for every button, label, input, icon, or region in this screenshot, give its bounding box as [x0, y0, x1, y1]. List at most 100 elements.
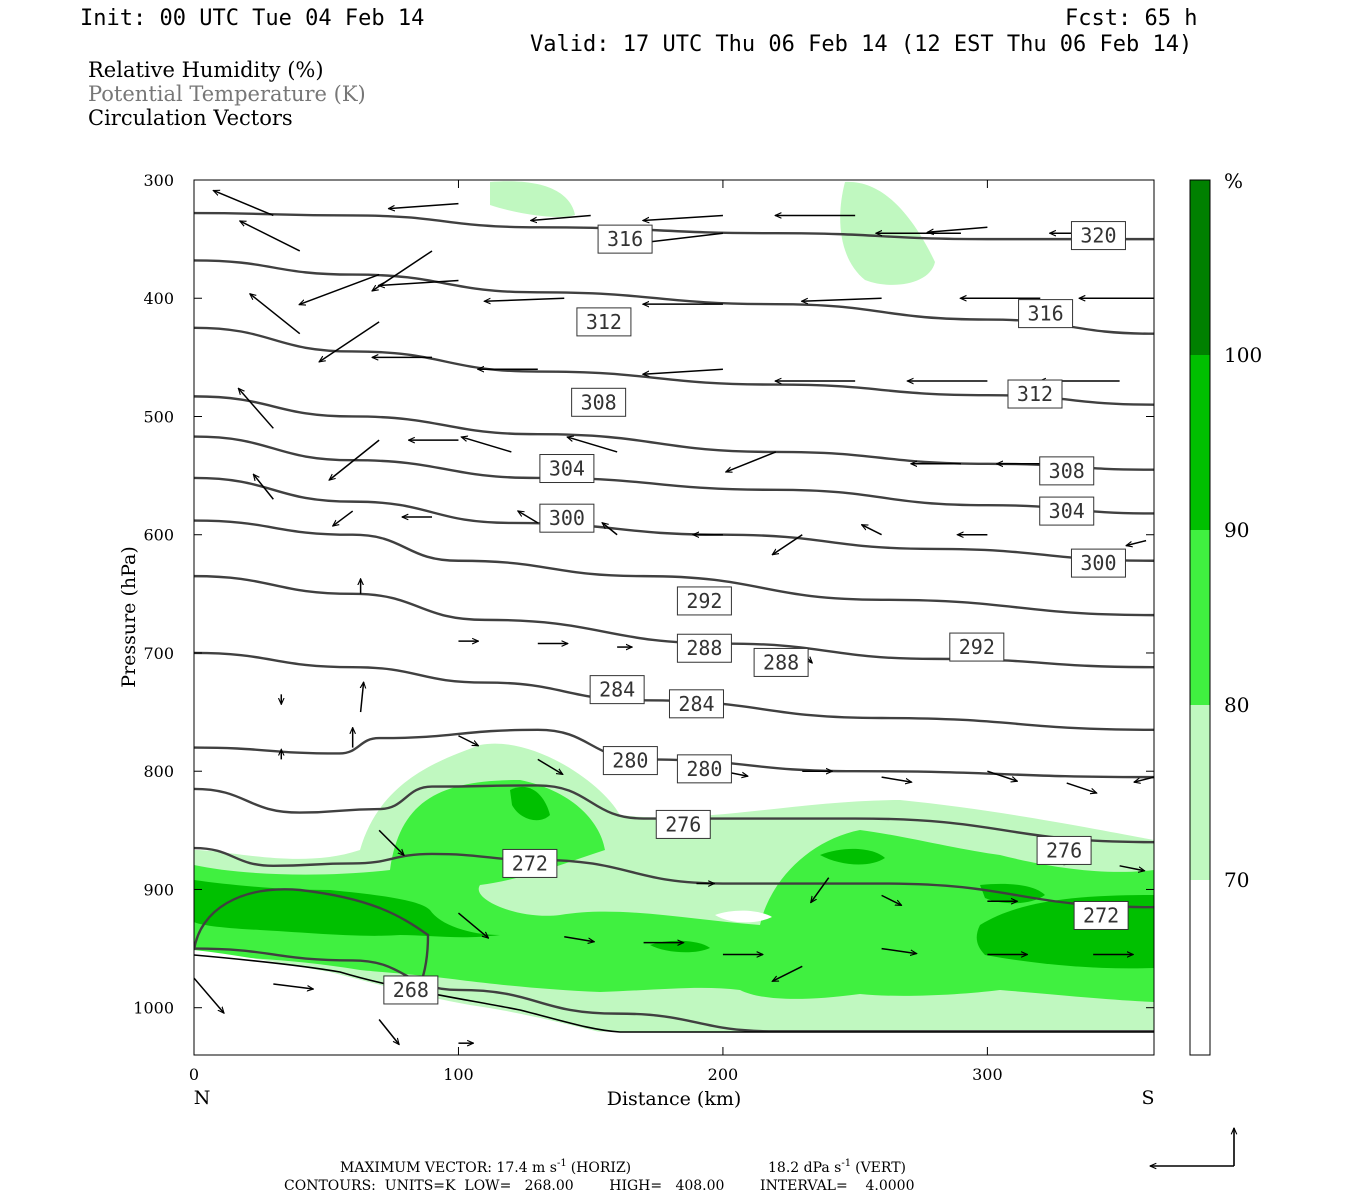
- contour-label: 272: [502, 848, 558, 878]
- svg-text:276: 276: [1046, 838, 1082, 862]
- colorbar-band-100plus: [1190, 180, 1210, 355]
- circulation-vector: [1066, 782, 1097, 793]
- rh-80-region: [194, 780, 1154, 1002]
- colorbar-band-90-100: [1190, 355, 1210, 530]
- svg-text:320: 320: [1080, 224, 1116, 248]
- svg-text:268: 268: [393, 978, 429, 1002]
- circulation-vector: [881, 776, 912, 782]
- circulation-vector: [378, 279, 459, 286]
- x-tick-label: 300: [972, 1065, 1003, 1084]
- y-tick-label: 900: [143, 880, 174, 899]
- contour-label: 320: [1070, 221, 1126, 251]
- circulation-vector: [1134, 776, 1154, 782]
- circulation-vector: [1119, 865, 1145, 871]
- x-left-end-label: N: [194, 1087, 211, 1109]
- circulation-vector: [329, 439, 380, 480]
- contour-label: 316: [1018, 299, 1074, 329]
- contour-label: 308: [571, 387, 627, 417]
- circulation-vector: [537, 758, 563, 774]
- contour-label: 300: [1070, 548, 1126, 578]
- contour-label: 272: [1073, 900, 1129, 930]
- svg-text:316: 316: [1028, 302, 1064, 326]
- rh-no-data-below-ground: [194, 950, 1154, 1055]
- y-tick-label: 600: [143, 526, 174, 545]
- contour-label: 276: [1036, 835, 1092, 865]
- svg-text:272: 272: [512, 851, 548, 875]
- svg-text:288: 288: [763, 650, 799, 674]
- max-vector-line: MAXIMUM VECTOR: 17.4 m s-1 (HORIZ) 18.2 dP…: [340, 1158, 906, 1176]
- circulation-vector: [458, 735, 478, 747]
- circulation-vector: [250, 294, 301, 335]
- circulation-vector: [531, 214, 591, 220]
- theta-contour-300: [194, 476, 1154, 562]
- circulation-vector: [802, 297, 882, 301]
- svg-text:280: 280: [612, 749, 648, 773]
- y-axis-label: Pressure (hPa): [118, 546, 140, 688]
- circulation-vector: [484, 297, 565, 301]
- circulation-vector: [319, 321, 380, 362]
- contour-label: 304: [1039, 496, 1095, 526]
- circulation-vector: [927, 226, 988, 232]
- svg-text:308: 308: [581, 390, 617, 414]
- circulation-vector: [238, 388, 274, 429]
- circulation-vector: [378, 829, 404, 855]
- x-tick-label: 100: [443, 1065, 474, 1084]
- rh-70-upper-cloud-a: [490, 181, 575, 217]
- contour-label: 280: [676, 754, 732, 784]
- circulation-vector: [643, 214, 723, 220]
- x-axis-label: Distance (km): [607, 1088, 742, 1110]
- theta-contour-276: [194, 784, 1154, 844]
- contour-label: 284: [589, 675, 645, 705]
- y-tick-label: 400: [143, 289, 174, 308]
- colorbar-tick-80: 80: [1224, 693, 1249, 717]
- contour-label: 268: [383, 975, 439, 1005]
- y-tick-label: 300: [143, 171, 174, 190]
- theta-contour-320: [194, 211, 1154, 241]
- svg-text:284: 284: [599, 678, 635, 702]
- legend-relative-humidity: Relative Humidity (%): [88, 58, 324, 82]
- legend-circulation-vectors: Circulation Vectors: [88, 106, 293, 130]
- contour-label: 308: [1039, 456, 1095, 486]
- theta-contour-292: [194, 519, 1154, 617]
- circulation-vector: [240, 220, 301, 252]
- svg-text:312: 312: [586, 310, 622, 334]
- circulation-vector: [567, 437, 618, 453]
- rh-90-blob-a: [510, 786, 550, 821]
- contour-label: 300: [539, 503, 595, 533]
- svg-text:304: 304: [1049, 499, 1085, 523]
- circulation-vector: [862, 524, 882, 536]
- contour-label: 280: [602, 746, 658, 776]
- contour-label: 312: [576, 307, 632, 337]
- contour-label: 316: [597, 224, 653, 254]
- rh-90-blob-b: [820, 848, 885, 865]
- contours-info-line: CONTOURS: UNITS=K LOW= 268.00 HIGH= 408.…: [284, 1178, 915, 1194]
- theta-contour-268-loop: [194, 888, 430, 986]
- contour-label: 284: [668, 689, 724, 719]
- circulation-vector: [388, 202, 459, 209]
- circulation-vector: [461, 437, 512, 453]
- circulation-vector: [772, 534, 803, 555]
- colorbar-band-below-70: [1190, 880, 1210, 1055]
- svg-text:300: 300: [1080, 551, 1116, 575]
- contour-label: 312: [1007, 379, 1063, 409]
- rh-colorbar: % 100 90 80 70: [1189, 169, 1262, 1056]
- colorbar-tick-90: 90: [1224, 518, 1249, 542]
- circulation-vector: [194, 977, 224, 1013]
- y-tick-label: 700: [143, 644, 174, 663]
- rh-shading: [194, 181, 1154, 1055]
- circulation-vector: [273, 983, 313, 989]
- theta-contour-312: [194, 326, 1154, 406]
- circulation-vectors: [194, 190, 1154, 1044]
- circulation-vector: [333, 510, 354, 526]
- theta-contour-316: [194, 259, 1154, 335]
- init-time: Init: 00 UTC Tue 04 Feb 14: [80, 6, 424, 31]
- theta-contour-304: [194, 435, 1154, 515]
- y-tick-label: 1000: [133, 999, 174, 1018]
- circulation-vector: [643, 368, 723, 374]
- svg-text:292: 292: [686, 589, 722, 613]
- colorbar-unit: %: [1224, 169, 1243, 193]
- circulation-vector: [881, 947, 917, 954]
- valid-time: Valid: 17 UTC Thu 06 Feb 14 (12 EST Thu …: [530, 32, 1192, 57]
- svg-text:300: 300: [549, 506, 585, 530]
